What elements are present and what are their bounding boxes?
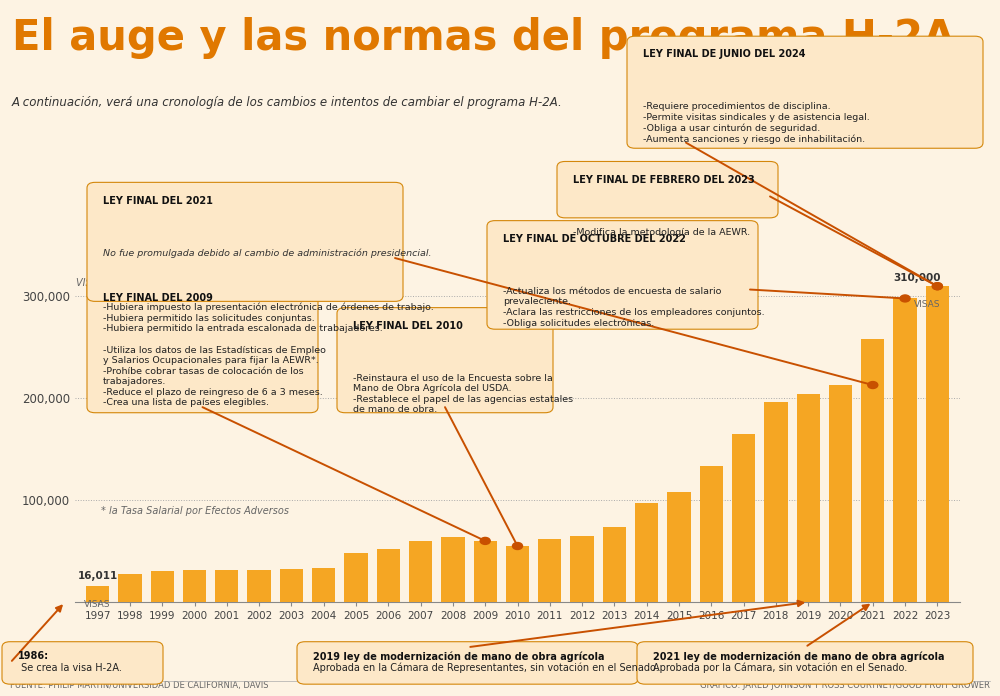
Text: Aprobada en la Cámara de Representantes, sin votación en el Senado.: Aprobada en la Cámara de Representantes,…	[313, 663, 659, 673]
Bar	[570, 536, 594, 602]
Text: 16,011: 16,011	[77, 571, 118, 580]
Bar	[247, 571, 271, 602]
Text: VISAS H-2A EXPEDIDAS: VISAS H-2A EXPEDIDAS	[76, 278, 190, 288]
Bar	[797, 394, 820, 602]
Bar	[280, 569, 303, 602]
Text: -Actualiza los métodos de encuesta de salario
prevaleciente.
-Aclara las restric: -Actualiza los métodos de encuesta de sa…	[503, 287, 765, 328]
Bar	[667, 492, 691, 602]
Text: GRÁFICO: JARED JOHNSON Y ROSS COURTNEY/GOOD FRUIT GROWER: GRÁFICO: JARED JOHNSON Y ROSS COURTNEY/G…	[700, 680, 990, 690]
Bar	[344, 553, 368, 602]
Text: 1986:: 1986:	[18, 651, 49, 661]
Bar	[474, 541, 497, 602]
Bar	[441, 537, 465, 602]
Bar	[764, 402, 788, 602]
Text: LEY FINAL DEL 2021: LEY FINAL DEL 2021	[103, 196, 213, 205]
Text: -Reinstaura el uso de la Encuesta sobre la
Mano de Obra Agrícola del USDA.
-Rest: -Reinstaura el uso de la Encuesta sobre …	[353, 374, 573, 414]
Text: -Utiliza los datos de las Estadísticas de Empleo
y Salarios Ocupacionales para f: -Utiliza los datos de las Estadísticas d…	[103, 346, 326, 407]
Bar	[538, 539, 561, 602]
Bar	[732, 434, 755, 602]
Text: 2019 ley de modernización de mano de obra agrícola: 2019 ley de modernización de mano de obr…	[313, 651, 604, 662]
Bar	[409, 541, 432, 602]
Bar	[635, 503, 658, 602]
Bar	[603, 527, 626, 602]
Bar	[506, 546, 529, 602]
Text: -Requiere procedimientos de disciplina.
-Permite visitas sindicales y de asisten: -Requiere procedimientos de disciplina. …	[643, 102, 870, 143]
Text: * la Tasa Salarial por Efectos Adversos: * la Tasa Salarial por Efectos Adversos	[101, 506, 289, 516]
Text: Se crea la visa H-2A.: Se crea la visa H-2A.	[18, 663, 122, 672]
Bar	[893, 299, 917, 602]
Text: LEY FINAL DE JUNIO DEL 2024: LEY FINAL DE JUNIO DEL 2024	[643, 49, 806, 59]
Text: El auge y las normas del programa H-2A: El auge y las normas del programa H-2A	[12, 17, 955, 59]
Text: VISAS: VISAS	[84, 600, 111, 609]
Bar	[829, 385, 852, 602]
Text: VISAS: VISAS	[914, 301, 941, 310]
Bar	[926, 286, 949, 602]
Bar	[183, 571, 206, 602]
Bar	[700, 466, 723, 602]
Text: No fue promulgada debido al cambio de administración presidencial.: No fue promulgada debido al cambio de ad…	[103, 248, 432, 258]
Bar	[861, 339, 884, 602]
Text: Aprobada por la Cámara, sin votación en el Senado.: Aprobada por la Cámara, sin votación en …	[653, 663, 907, 673]
Bar	[312, 569, 335, 602]
Bar	[86, 586, 109, 602]
Text: -Modifica la metodología de la AEWR.: -Modifica la metodología de la AEWR.	[573, 228, 750, 237]
Text: LEY FINAL DEL 2009: LEY FINAL DEL 2009	[103, 293, 213, 303]
Text: LEY FINAL DEL 2010: LEY FINAL DEL 2010	[353, 321, 463, 331]
Text: -Hubiera impuesto la presentación electrónica de órdenes de trabajo.
-Hubiera pe: -Hubiera impuesto la presentación electr…	[103, 303, 434, 333]
Bar	[151, 571, 174, 602]
Text: 310,000: 310,000	[893, 273, 941, 283]
Text: LEY FINAL DE OCTUBRE DEL 2022: LEY FINAL DE OCTUBRE DEL 2022	[503, 234, 686, 244]
Text: A continuación, verá una cronología de los cambios e intentos de cambiar el prog: A continuación, verá una cronología de l…	[12, 96, 563, 109]
Bar	[215, 570, 238, 602]
Text: 2021 ley de modernización de mano de obra agrícola: 2021 ley de modernización de mano de obr…	[653, 651, 944, 662]
Bar	[377, 549, 400, 602]
Bar	[118, 574, 142, 602]
Text: LEY FINAL DE FEBRERO DEL 2023: LEY FINAL DE FEBRERO DEL 2023	[573, 175, 755, 184]
Text: FUENTE: PHILIP MARTIN/UNIVERSIDAD DE CALIFORNIA, DAVIS: FUENTE: PHILIP MARTIN/UNIVERSIDAD DE CAL…	[10, 681, 268, 690]
